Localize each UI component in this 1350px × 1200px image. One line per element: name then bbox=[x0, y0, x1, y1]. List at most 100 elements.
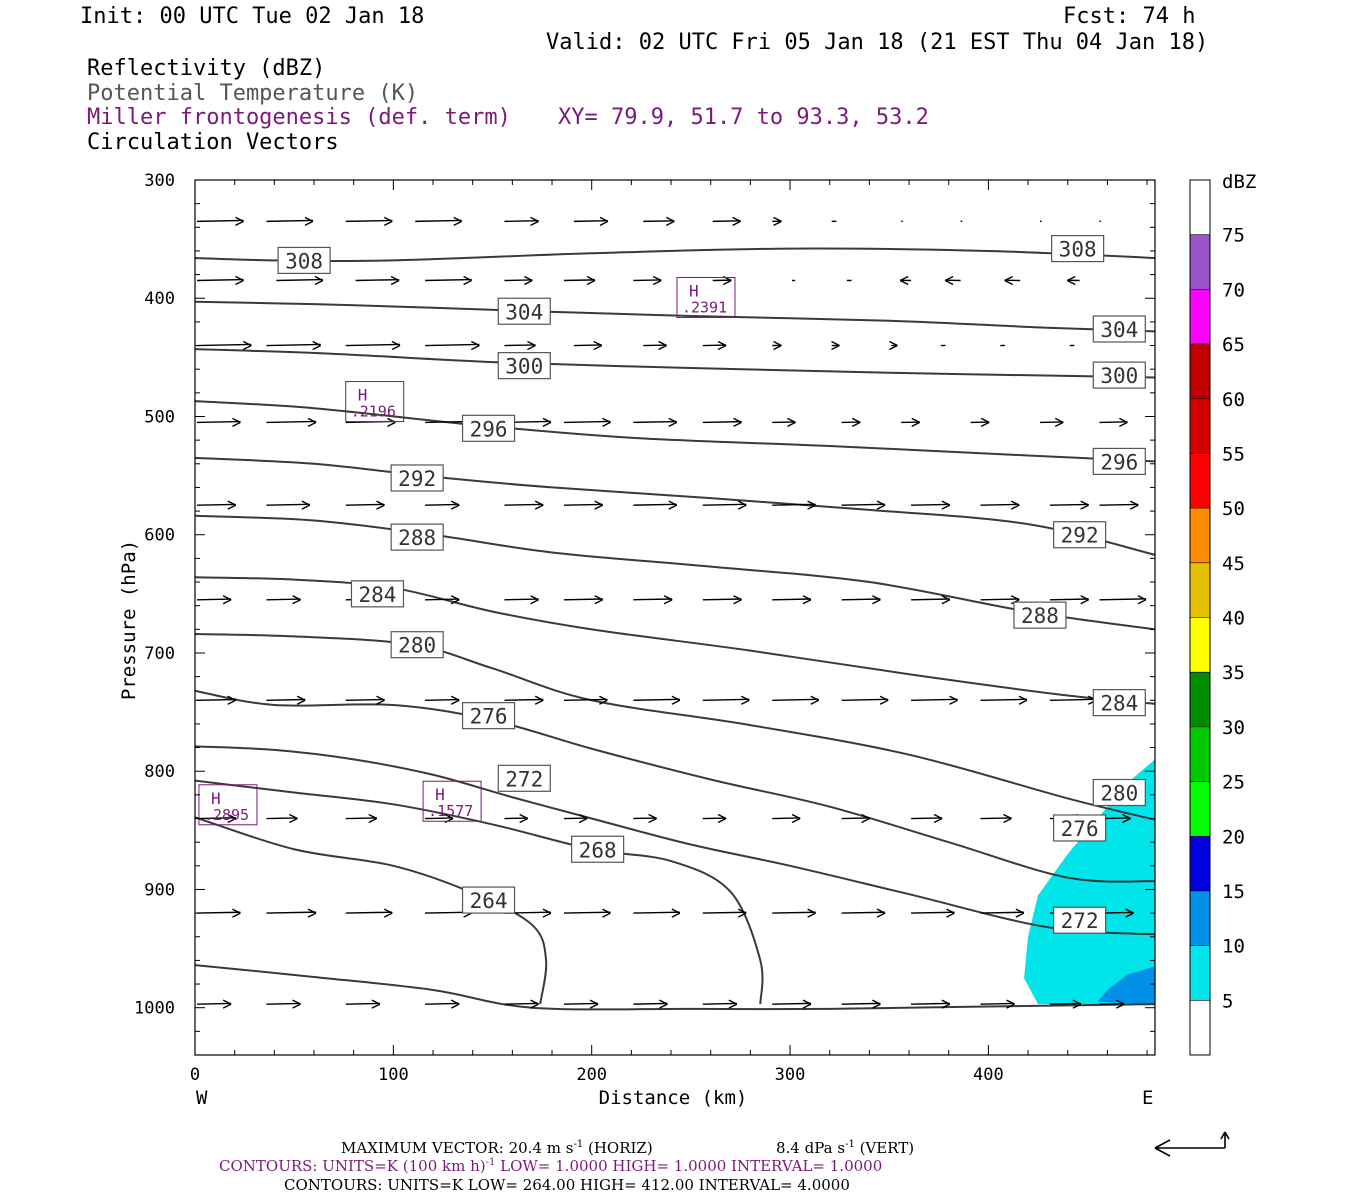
vector-head bbox=[1072, 999, 1082, 1005]
vector-head bbox=[787, 421, 796, 428]
vector-head bbox=[652, 275, 662, 282]
theta-label-box bbox=[1092, 315, 1146, 343]
vector-shaft bbox=[1049, 598, 1089, 601]
vector-head bbox=[307, 908, 317, 914]
y-tick-label: 400 bbox=[144, 289, 175, 309]
vector-head bbox=[911, 417, 921, 424]
colorbar-tick-label: 25 bbox=[1222, 772, 1245, 794]
circulation-vector bbox=[633, 500, 678, 510]
vector-head bbox=[879, 695, 889, 701]
circulation-vector bbox=[563, 813, 588, 824]
vector-head bbox=[450, 1003, 460, 1009]
vector-shaft bbox=[702, 598, 742, 601]
field-reflectivity: Reflectivity (dBZ) bbox=[87, 56, 326, 81]
vector-shaft bbox=[633, 1002, 668, 1005]
vector-head bbox=[807, 504, 816, 510]
frontogenesis-max: H.2895 bbox=[198, 784, 258, 826]
vector-shaft bbox=[980, 1002, 1015, 1005]
vector-shaft bbox=[425, 598, 460, 601]
vector-head bbox=[314, 279, 324, 286]
theta-label-box bbox=[277, 246, 331, 275]
vector-head bbox=[232, 908, 241, 914]
vector-head bbox=[376, 500, 385, 506]
vector-head bbox=[851, 421, 861, 428]
theta-label-text: 304 bbox=[1100, 318, 1138, 342]
vector-head bbox=[941, 504, 951, 510]
vector-shaft bbox=[276, 278, 323, 282]
vector-head bbox=[899, 275, 909, 282]
y-tick-label: 300 bbox=[144, 171, 175, 191]
frontogenesis-max-value: .2391 bbox=[682, 299, 727, 317]
vector-shaft bbox=[772, 1002, 811, 1005]
circulation-vector bbox=[980, 813, 1012, 824]
vector-head bbox=[391, 344, 401, 351]
theta-contour-308 bbox=[195, 247, 1155, 263]
vector-shaft bbox=[345, 503, 385, 506]
circulation-vector bbox=[899, 275, 912, 286]
circulation-vector bbox=[841, 500, 886, 510]
vector-shaft bbox=[345, 698, 385, 701]
vector-head bbox=[227, 695, 237, 701]
theta-label-272: 272 bbox=[1053, 906, 1107, 934]
circulation-vector bbox=[266, 908, 317, 918]
vector-shaft bbox=[266, 343, 321, 347]
colorbar-swatch bbox=[1190, 453, 1210, 509]
vector-head bbox=[530, 999, 539, 1005]
colorbar-tick-label: 30 bbox=[1222, 717, 1245, 739]
vector-head bbox=[876, 912, 886, 918]
vector-head bbox=[949, 695, 958, 701]
circulation-vector bbox=[345, 813, 378, 824]
circulation-vector bbox=[1039, 417, 1064, 428]
vector-head bbox=[527, 344, 536, 351]
vector-shaft bbox=[415, 219, 462, 223]
x-tick-label: 300 bbox=[775, 1065, 806, 1085]
vector-shaft bbox=[573, 220, 608, 223]
vector-head bbox=[368, 817, 378, 824]
vector-shaft bbox=[504, 344, 536, 347]
vector-shaft bbox=[504, 503, 544, 506]
circulation-vector bbox=[355, 275, 400, 286]
vector-head bbox=[807, 912, 816, 918]
vector-shaft bbox=[772, 911, 816, 914]
vector-head bbox=[946, 908, 955, 914]
vector-shaft bbox=[196, 278, 244, 282]
colorbar-swatch bbox=[1190, 562, 1210, 618]
colorbar-tick-label: 70 bbox=[1222, 279, 1245, 301]
vector-head bbox=[1137, 595, 1147, 601]
circulation-vector bbox=[911, 813, 943, 824]
vector-head bbox=[1122, 817, 1131, 824]
theta-contour-292 bbox=[195, 456, 1155, 556]
circulation-vector bbox=[345, 908, 393, 918]
colorbar-tick-label: 40 bbox=[1222, 608, 1245, 630]
circulation-vector bbox=[345, 999, 381, 1009]
vector-head bbox=[773, 344, 782, 351]
vector-head bbox=[1066, 279, 1076, 286]
vector-head bbox=[296, 699, 306, 705]
vector-head bbox=[376, 695, 385, 701]
vector-head bbox=[1054, 417, 1064, 424]
vector-head bbox=[232, 912, 241, 918]
vector-head bbox=[450, 599, 460, 605]
vector-head bbox=[444, 817, 454, 824]
vector-head bbox=[1080, 504, 1089, 510]
theta-label-308: 308 bbox=[277, 246, 331, 275]
vector-shaft bbox=[702, 1002, 737, 1005]
circulation-vector bbox=[415, 216, 462, 227]
vector-head bbox=[292, 999, 301, 1005]
theta-label-text: 276 bbox=[1061, 817, 1099, 841]
vector-shaft bbox=[911, 698, 958, 701]
vector-head bbox=[289, 813, 298, 820]
vector-head bbox=[227, 813, 237, 820]
colorbar-tick-label: 15 bbox=[1222, 881, 1245, 903]
vector-shaft bbox=[772, 698, 819, 701]
vector-head bbox=[383, 912, 393, 918]
vector-head bbox=[227, 504, 237, 510]
vector-head bbox=[807, 908, 816, 914]
vector-shaft bbox=[1099, 598, 1146, 601]
vector-head bbox=[530, 216, 539, 223]
vector-head bbox=[1015, 912, 1025, 918]
vector-head bbox=[376, 699, 385, 705]
theta-contour-300 bbox=[195, 348, 1155, 379]
theta-label-box bbox=[497, 764, 551, 792]
